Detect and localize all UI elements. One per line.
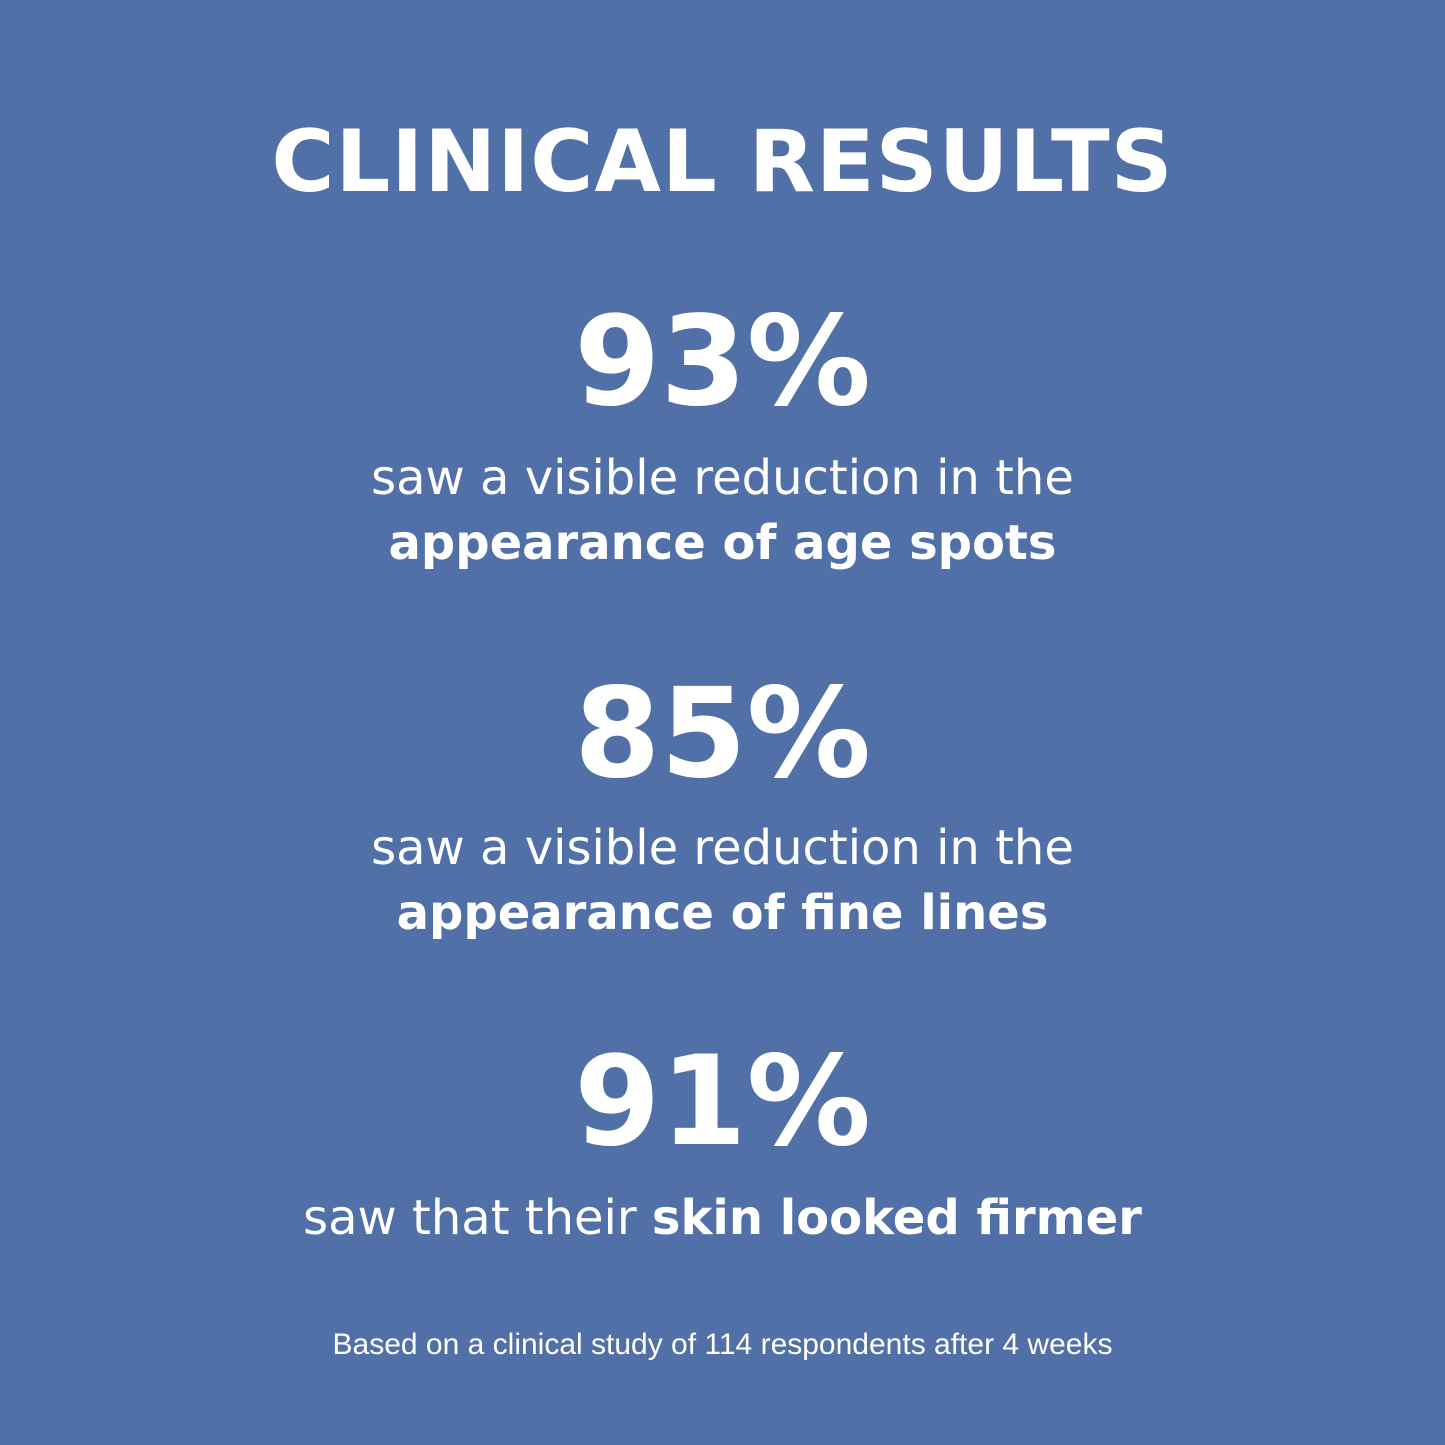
- stat-value-fine-lines: 85%: [574, 662, 871, 806]
- stat-value-firmer: 91%: [574, 1030, 871, 1174]
- stat-description-bold: skin looked firmer: [651, 1190, 1142, 1246]
- footnote: Based on a clinical study of 114 respond…: [332, 1328, 1113, 1361]
- stat-description-bold: appearance of fine lines: [396, 885, 1049, 941]
- page-title: CLINICAL RESULTS: [271, 112, 1174, 212]
- stat-description-line: saw that their skin looked firmer: [0, 1190, 1445, 1246]
- stat-value-age-spots: 93%: [574, 290, 871, 434]
- stat-description-line: saw a visible reduction in the: [371, 820, 1074, 876]
- stat-description-line: saw a visible reduction in the: [371, 450, 1074, 506]
- stat-description-text: saw that their: [303, 1190, 652, 1246]
- stat-description-bold: appearance of age spots: [388, 515, 1057, 571]
